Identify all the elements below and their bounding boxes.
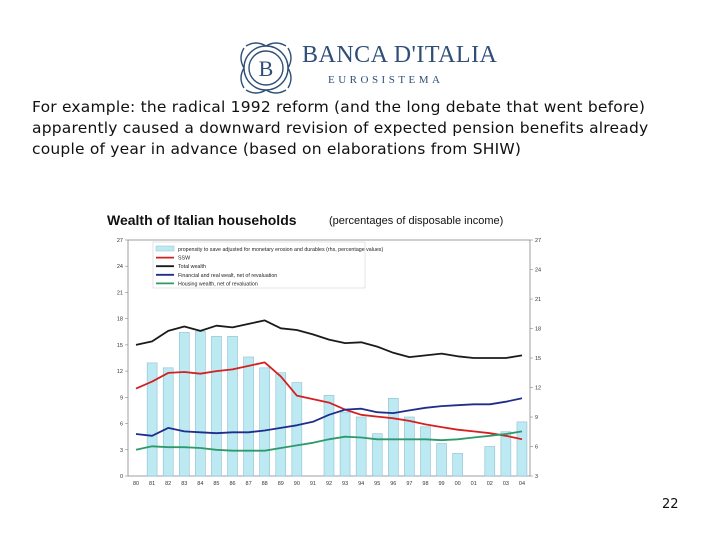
x-tick-label: 01 bbox=[471, 481, 477, 487]
saving-bar bbox=[275, 372, 287, 477]
x-tick-label: 04 bbox=[519, 481, 525, 487]
saving-bar bbox=[323, 395, 335, 477]
x-tick-label: 94 bbox=[358, 481, 364, 487]
x-tick-label: 95 bbox=[374, 481, 380, 487]
saving-bar bbox=[259, 367, 270, 477]
x-tick-label: 02 bbox=[487, 481, 493, 487]
saving-bar bbox=[500, 431, 512, 477]
x-tick-label: 92 bbox=[326, 481, 332, 487]
x-tick-label: 98 bbox=[422, 481, 428, 487]
x-tick-label: 90 bbox=[294, 481, 300, 487]
slide-body-text: For example: the radical 1992 reform (an… bbox=[32, 98, 649, 158]
saving-bar bbox=[291, 382, 303, 477]
left-tick-label: 0 bbox=[120, 474, 123, 480]
left-tick-label: 21 bbox=[117, 290, 123, 296]
x-tick-label: 91 bbox=[310, 481, 316, 487]
x-tick-label: 82 bbox=[165, 481, 171, 487]
saving-bar bbox=[516, 421, 528, 477]
saving-bar bbox=[339, 411, 351, 477]
legend-label: propensity to save adjusted for monetary… bbox=[178, 247, 383, 253]
saving-bar bbox=[404, 416, 415, 477]
x-tick-label: 03 bbox=[503, 481, 509, 487]
chart-subtitle: (percentages of disposable income) bbox=[329, 215, 504, 227]
saving-bar bbox=[178, 332, 190, 477]
x-tick-label: 89 bbox=[278, 481, 284, 487]
saving-bar bbox=[420, 426, 431, 477]
left-tick-label: 18 bbox=[117, 317, 123, 323]
left-tick-label: 27 bbox=[117, 238, 123, 244]
x-tick-label: 93 bbox=[342, 481, 348, 487]
saving-bar bbox=[162, 367, 174, 477]
legend-label: SSW bbox=[178, 256, 190, 262]
right-tick-label: 27 bbox=[535, 238, 541, 244]
saving-bar bbox=[195, 331, 206, 477]
left-tick-label: 12 bbox=[117, 369, 123, 375]
right-tick-label: 6 bbox=[535, 445, 538, 451]
legend-label: Total wealth bbox=[178, 264, 206, 270]
x-tick-label: 00 bbox=[455, 481, 461, 487]
saving-bar bbox=[227, 336, 238, 477]
legend-label: Housing wealth, net of revaluation bbox=[178, 281, 258, 287]
right-tick-label: 21 bbox=[535, 297, 541, 303]
saving-bar bbox=[388, 398, 399, 477]
saving-bar bbox=[243, 356, 254, 477]
right-tick-label: 24 bbox=[535, 268, 541, 274]
x-tick-label: 97 bbox=[406, 481, 412, 487]
logo-bank-name: BANCA D'ITALIA bbox=[302, 42, 498, 68]
x-tick-label: 80 bbox=[133, 481, 139, 487]
x-tick-label: 88 bbox=[262, 481, 268, 487]
series-line bbox=[135, 430, 523, 452]
series-line bbox=[135, 397, 523, 437]
right-tick-label: 15 bbox=[535, 356, 541, 362]
page-number: 22 bbox=[662, 497, 679, 512]
x-tick-label: 81 bbox=[149, 481, 155, 487]
right-tick-label: 3 bbox=[535, 474, 538, 480]
x-tick-label: 85 bbox=[213, 481, 219, 487]
legend-box bbox=[152, 241, 366, 289]
right-tick-label: 9 bbox=[535, 415, 538, 421]
saving-bar bbox=[484, 446, 496, 477]
left-tick-label: 24 bbox=[117, 264, 123, 270]
left-tick-label: 15 bbox=[117, 343, 123, 349]
saving-bar bbox=[146, 362, 158, 477]
banca-italia-logo: B BANCA D'ITALIA EUROSISTEMA bbox=[236, 38, 497, 98]
legend-label: Financial and real wealt, net of revalua… bbox=[178, 273, 277, 279]
x-tick-label: 96 bbox=[390, 481, 396, 487]
right-tick-label: 12 bbox=[535, 386, 541, 392]
logo-tagline: EUROSISTEMA bbox=[328, 74, 444, 86]
x-tick-label: 84 bbox=[197, 481, 203, 487]
left-tick-label: 9 bbox=[120, 395, 123, 401]
x-tick-label: 83 bbox=[181, 481, 187, 487]
saving-bar bbox=[436, 443, 447, 477]
series-line bbox=[135, 361, 523, 441]
x-tick-label: 99 bbox=[438, 481, 444, 487]
saving-bar bbox=[355, 416, 367, 477]
logo-emblem-icon: B bbox=[240, 42, 292, 94]
series-line bbox=[135, 319, 523, 359]
left-tick-label: 3 bbox=[120, 448, 123, 454]
right-tick-label: 18 bbox=[535, 327, 541, 333]
chart-title: Wealth of Italian households bbox=[107, 212, 297, 228]
saving-bar bbox=[211, 336, 222, 477]
x-tick-label: 86 bbox=[229, 481, 235, 487]
x-tick-label: 87 bbox=[246, 481, 252, 487]
saving-bar bbox=[452, 453, 463, 477]
logo-monogram: B bbox=[259, 56, 274, 81]
legend-swatch bbox=[155, 245, 175, 252]
left-tick-label: 6 bbox=[120, 422, 123, 428]
saving-bar bbox=[371, 433, 383, 477]
